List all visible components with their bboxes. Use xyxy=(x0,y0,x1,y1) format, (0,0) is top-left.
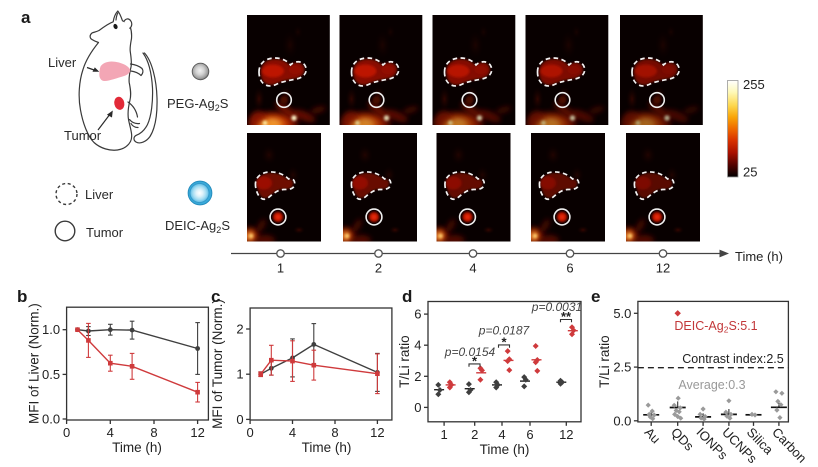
svg-text:0: 0 xyxy=(63,425,70,440)
svg-text:6: 6 xyxy=(414,307,421,322)
svg-text:b: b xyxy=(17,287,27,306)
svg-text:Contrast index:2.5: Contrast index:2.5 xyxy=(682,352,783,366)
svg-text:2: 2 xyxy=(471,427,478,442)
svg-text:8: 8 xyxy=(150,425,157,440)
svg-text:*: * xyxy=(472,354,478,369)
svg-text:*: * xyxy=(501,335,507,350)
svg-text:Tumor: Tumor xyxy=(86,225,124,240)
svg-text:MFI of Liver (Norm.): MFI of Liver (Norm.) xyxy=(27,303,42,424)
svg-text:5.0: 5.0 xyxy=(613,306,631,321)
svg-text:4: 4 xyxy=(289,425,296,440)
svg-text:6: 6 xyxy=(566,261,573,276)
svg-text:0: 0 xyxy=(246,425,253,440)
svg-text:Average:0.3: Average:0.3 xyxy=(678,378,745,392)
svg-text:Time (h): Time (h) xyxy=(302,440,352,455)
svg-text:2: 2 xyxy=(414,369,421,384)
svg-text:12: 12 xyxy=(190,425,204,440)
svg-text:4: 4 xyxy=(498,427,505,442)
svg-text:DEIC-Ag2S:5.1: DEIC-Ag2S:5.1 xyxy=(674,319,757,335)
svg-text:Liver: Liver xyxy=(85,187,114,202)
svg-text:4: 4 xyxy=(414,338,421,353)
svg-text:2: 2 xyxy=(236,322,243,337)
svg-text:p=0.0187: p=0.0187 xyxy=(478,324,531,338)
svg-text:4: 4 xyxy=(107,425,114,440)
svg-text:PEG-Ag2S: PEG-Ag2S xyxy=(167,96,229,113)
svg-text:T/Li ratio: T/Li ratio xyxy=(397,335,412,388)
svg-text:1: 1 xyxy=(277,261,284,276)
svg-text:12: 12 xyxy=(370,425,384,440)
svg-text:2: 2 xyxy=(375,261,382,276)
svg-text:8: 8 xyxy=(331,425,338,440)
svg-text:e: e xyxy=(591,287,600,306)
svg-text:1.0: 1.0 xyxy=(42,322,60,337)
svg-text:2.5: 2.5 xyxy=(613,360,631,375)
svg-text:MFI of Tumor (Norm.): MFI of Tumor (Norm.) xyxy=(210,299,225,429)
svg-text:255: 255 xyxy=(743,77,765,92)
svg-text:0.0: 0.0 xyxy=(42,412,60,427)
svg-text:Time (h): Time (h) xyxy=(480,442,530,457)
svg-text:a: a xyxy=(21,8,31,27)
svg-text:1: 1 xyxy=(236,367,243,382)
svg-text:**: ** xyxy=(561,309,572,324)
svg-text:4: 4 xyxy=(469,261,476,276)
svg-text:Time (h): Time (h) xyxy=(735,249,783,264)
svg-text:c: c xyxy=(211,287,220,306)
svg-text:0: 0 xyxy=(236,412,243,427)
svg-text:12: 12 xyxy=(559,427,573,442)
svg-text:Tumor: Tumor xyxy=(64,128,102,143)
svg-text:T/Li ratio: T/Li ratio xyxy=(597,335,612,388)
svg-text:d: d xyxy=(402,287,412,306)
svg-text:6: 6 xyxy=(526,427,533,442)
svg-text:Liver: Liver xyxy=(48,55,77,70)
svg-text:0.5: 0.5 xyxy=(42,367,60,382)
svg-text:p=0.0031: p=0.0031 xyxy=(531,300,582,314)
svg-text:0.0: 0.0 xyxy=(613,413,631,428)
svg-text:12: 12 xyxy=(656,261,670,276)
svg-text:DEIC-Ag2S: DEIC-Ag2S xyxy=(165,218,230,235)
svg-text:0: 0 xyxy=(414,400,421,415)
svg-text:Time (h): Time (h) xyxy=(112,440,162,455)
svg-text:1: 1 xyxy=(440,427,447,442)
svg-text:25: 25 xyxy=(743,165,757,180)
svg-text:p=0.0154: p=0.0154 xyxy=(444,345,496,359)
